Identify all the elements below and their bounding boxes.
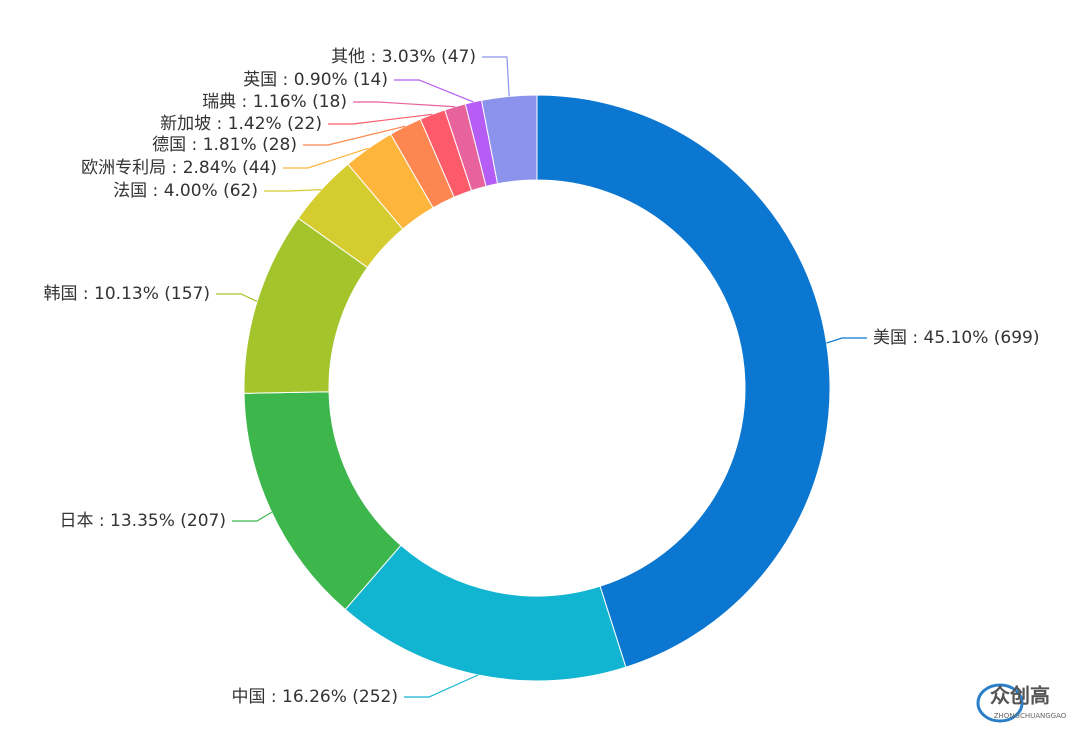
slice-label: 新加坡 : 1.42% (22) <box>160 114 322 134</box>
leader-line <box>404 674 479 698</box>
leader-line <box>826 337 867 344</box>
leader-line <box>264 189 322 192</box>
watermark-subtitle: ZHONGCHUANGGAO <box>994 712 1067 720</box>
leader-line <box>394 79 474 103</box>
leader-line <box>283 147 369 169</box>
leader-line <box>232 511 272 522</box>
slice-label: 法国 : 4.00% (62) <box>113 181 258 201</box>
leader-line <box>303 125 406 146</box>
slice-label: 德国 : 1.81% (28) <box>152 135 297 155</box>
slice-label: 韩国 : 10.13% (157) <box>44 284 210 304</box>
leader-line <box>216 293 258 302</box>
slice-label: 日本 : 13.35% (207) <box>60 511 226 531</box>
slice-label: 瑞典 : 1.16% (18) <box>202 92 347 112</box>
watermark: 众创高 ZHONGCHUANGGAO <box>976 683 1067 723</box>
slice-label: 欧洲专利局 : 2.84% (44) <box>81 158 277 178</box>
donut-slice <box>480 94 538 185</box>
watermark-title: 众创高 <box>990 684 1050 708</box>
leader-line <box>328 113 433 125</box>
slice-label: 中国 : 16.26% (252) <box>232 687 398 707</box>
donut-slice <box>536 94 831 668</box>
slice-label: 英国 : 0.90% (14) <box>243 70 388 90</box>
leader-line <box>482 56 510 97</box>
leader-line <box>353 101 456 108</box>
donut-slice <box>344 544 627 682</box>
watermark-ring <box>976 683 1024 723</box>
slice-label: 其他 : 3.03% (47) <box>331 47 476 67</box>
slice-label: 美国 : 45.10% (699) <box>873 328 1039 348</box>
